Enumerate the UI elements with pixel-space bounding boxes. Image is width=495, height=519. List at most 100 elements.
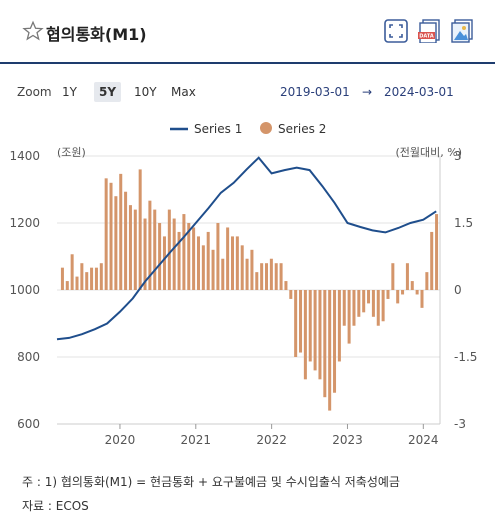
legend-series1[interactable]: Series 1 xyxy=(194,122,242,136)
series2-bar xyxy=(167,209,171,290)
series2-bar xyxy=(376,290,380,326)
zoom-10y-button[interactable]: 10Y xyxy=(134,85,157,99)
series2-bar xyxy=(138,169,142,290)
series2-bar xyxy=(172,218,176,290)
image-download-icon[interactable] xyxy=(450,19,474,43)
series2-bar xyxy=(109,182,113,290)
x-tick-label: 2020 xyxy=(105,433,136,447)
series2-bar xyxy=(260,263,264,290)
series2-bar xyxy=(299,290,303,353)
series2-bar xyxy=(192,227,196,290)
series2-bar xyxy=(430,231,434,290)
series2-bar xyxy=(410,281,414,290)
series2-bar xyxy=(80,263,84,290)
zoom-1y-button[interactable]: 1Y xyxy=(62,85,77,99)
axes: 1400 3 1200 1.5 1000 0 800 -1.5 600 -3 2020 2021 202… xyxy=(9,149,477,447)
chart: 1400 3 1200 1.5 1000 0 800 -1.5 600 -3 2020 2021 202… xyxy=(9,122,477,447)
series2-bar xyxy=(342,290,346,326)
series2-bar xyxy=(435,214,439,290)
series2-bar xyxy=(333,290,337,393)
series2-bar xyxy=(124,191,128,290)
series2-bar xyxy=(196,236,200,290)
right-tick-label: -1.5 xyxy=(454,350,477,364)
series2-bar xyxy=(347,290,351,344)
series2-bar xyxy=(240,245,244,290)
series2-bar xyxy=(255,272,259,290)
series2-bar xyxy=(226,227,230,290)
left-tick-label: 1200 xyxy=(9,216,40,230)
series2-bar xyxy=(381,290,385,322)
series2-bar xyxy=(250,249,254,290)
series2-bar xyxy=(114,196,118,290)
series2-bar xyxy=(274,263,278,290)
series2-bar xyxy=(337,290,341,362)
series2-bar xyxy=(352,290,356,326)
svg-text:DATA: DATA xyxy=(419,34,434,40)
series2-bar xyxy=(201,245,205,290)
right-tick-label: 0 xyxy=(454,283,462,297)
x-tick-label: 2022 xyxy=(256,433,287,447)
data-download-icon[interactable]: DATA xyxy=(418,19,442,43)
series2-bar xyxy=(289,290,293,299)
series2-bar xyxy=(245,258,249,290)
left-tick-label: 1400 xyxy=(9,149,40,163)
series2-bar xyxy=(230,236,234,290)
series2-bar xyxy=(133,209,137,290)
series2-bar xyxy=(318,290,322,380)
series2-bar xyxy=(425,272,429,290)
series2-bar xyxy=(158,223,162,290)
series2-bar xyxy=(371,290,375,317)
series2-bar xyxy=(415,290,419,295)
series2-bar xyxy=(308,290,312,362)
series2-bar xyxy=(269,258,273,290)
series2-bar xyxy=(396,290,400,304)
zoom-5y-button[interactable]: 5Y xyxy=(94,82,122,102)
x-tick-label: 2021 xyxy=(181,433,212,447)
source-note: 자료 : ECOS xyxy=(22,499,89,513)
series2-bar xyxy=(90,267,94,290)
x-tick-label: 2023 xyxy=(332,433,363,447)
series2-bar xyxy=(182,214,186,290)
series2-bar xyxy=(420,290,424,308)
left-tick-label: 1000 xyxy=(9,283,40,297)
series2-bar xyxy=(99,263,103,290)
series2-bar xyxy=(221,258,225,290)
series2-bar xyxy=(153,209,157,290)
series2-bar xyxy=(284,281,288,290)
legend-series2[interactable]: Series 2 xyxy=(278,122,326,136)
series2-bar xyxy=(357,290,361,317)
series2-bar xyxy=(211,249,215,290)
panel-header: 협의통화(M1) DATA xyxy=(0,0,495,62)
series2-bar xyxy=(148,200,152,290)
series2-bar xyxy=(294,290,298,357)
right-tick-label: 1.5 xyxy=(454,216,473,230)
series2-bar xyxy=(401,290,405,295)
zoom-max-button[interactable]: Max xyxy=(171,85,196,99)
series2-bar xyxy=(279,263,283,290)
star-outline-icon[interactable] xyxy=(22,20,44,42)
series2-bar xyxy=(362,290,366,313)
series2-bar xyxy=(187,223,191,290)
series2-bar xyxy=(65,281,69,290)
series2-bars xyxy=(60,169,439,411)
series2-bar xyxy=(391,263,395,290)
series2-bar xyxy=(386,290,390,299)
series2-bar xyxy=(206,231,210,290)
legend: Series 1 Series 2 xyxy=(170,122,326,136)
zoom-label: Zoom xyxy=(17,85,52,99)
series2-bar xyxy=(405,263,409,290)
series2-bar xyxy=(143,218,147,290)
right-axis-unit: (전월대비, %) xyxy=(395,146,462,159)
right-tick-label: 3 xyxy=(454,149,462,163)
page-title: 협의통화(M1) xyxy=(46,25,147,44)
series2-bar xyxy=(216,223,220,290)
fullscreen-icon[interactable] xyxy=(384,19,408,43)
range-from[interactable]: 2019-03-01 xyxy=(280,85,350,99)
series2-bar xyxy=(104,178,108,290)
series2-bar xyxy=(303,290,307,380)
series2-bar xyxy=(177,231,181,290)
footnote: 주 : 1) 협의통화(M1) = 현금통화 + 요구불예금 및 수시입출식 저… xyxy=(22,475,400,489)
range-to[interactable]: 2024-03-01 xyxy=(384,85,454,99)
left-axis-unit: (조원) xyxy=(57,146,86,159)
series2-bar xyxy=(323,290,327,398)
